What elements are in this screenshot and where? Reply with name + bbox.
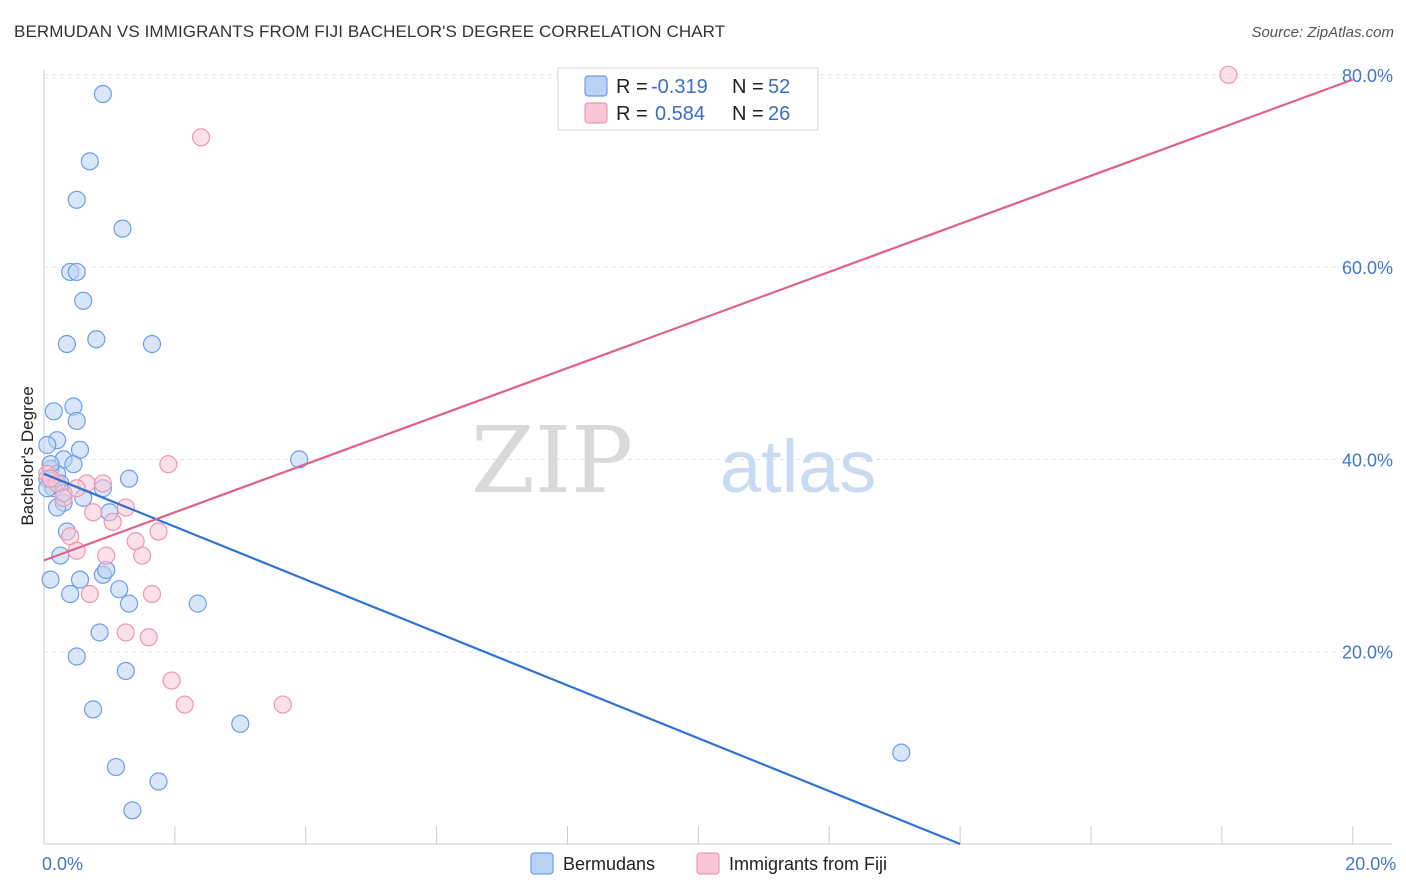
fiji-trend-line bbox=[43, 78, 1354, 562]
y-tick-label-2: 60.0% bbox=[1342, 258, 1393, 278]
y-tick-label-3: 80.0% bbox=[1342, 66, 1393, 86]
legend-r-value-2: 0.584 bbox=[655, 103, 705, 125]
bermudans-point-35 bbox=[110, 580, 129, 599]
bermudans-point-12 bbox=[67, 411, 86, 431]
watermark-zip: ZIP bbox=[471, 407, 633, 514]
bermudans-trend-line bbox=[43, 472, 961, 846]
fiji-point-2 bbox=[159, 455, 178, 474]
grid-lines bbox=[44, 74, 1392, 653]
legend-swatch-bermudans bbox=[584, 75, 608, 97]
y-axis-title: Bachelor's Degree bbox=[18, 386, 37, 525]
bermudans-point-11 bbox=[44, 402, 63, 421]
fiji-point-15 bbox=[97, 546, 116, 565]
legend-swatch-fiji bbox=[584, 102, 608, 124]
legend-n-label-1: N = bbox=[732, 76, 764, 98]
series-legend: Bermudans Immigrants from Fiji bbox=[530, 852, 887, 875]
bermudans-point-1 bbox=[80, 152, 99, 171]
fiji-point-16 bbox=[133, 546, 152, 565]
bottom-legend-label-fiji: Immigrants from Fiji bbox=[729, 854, 887, 874]
bermudans-point-37 bbox=[188, 594, 207, 613]
fiji-point-9 bbox=[83, 503, 103, 522]
x-tick-label-1: 20.0% bbox=[1345, 854, 1396, 874]
bermudans-point-43 bbox=[231, 714, 250, 733]
legend-r-label-2: R = bbox=[616, 103, 648, 125]
fiji-point-10 bbox=[103, 512, 122, 532]
bottom-legend-swatch-fiji bbox=[696, 852, 720, 875]
legend-r-value-1: -0.319 bbox=[651, 76, 708, 98]
fiji-point-1 bbox=[191, 128, 211, 147]
bermudans-point-15 bbox=[38, 435, 57, 455]
bottom-legend-swatch-bermudans bbox=[530, 852, 554, 875]
fiji-point-22 bbox=[175, 695, 194, 714]
bermudans-point-33 bbox=[41, 570, 60, 589]
tick-labels: 20.0% 40.0% 60.0% 80.0% 0.0% 20.0% bbox=[42, 66, 1396, 874]
bermudans-point-48 bbox=[290, 450, 309, 469]
fiji-point-11 bbox=[149, 522, 168, 541]
watermark-atlas: atlas bbox=[720, 425, 876, 508]
bermudans-point-5 bbox=[67, 262, 86, 282]
bermudans-point-2 bbox=[67, 190, 86, 209]
bermudans-point-9 bbox=[142, 334, 162, 354]
bermudans-point-45 bbox=[149, 772, 168, 791]
bottom-legend-label-bermudans: Bermudans bbox=[563, 854, 655, 874]
fiji-point-19 bbox=[116, 623, 135, 642]
bermudans-point-47 bbox=[892, 743, 911, 762]
bermudans-point-39 bbox=[90, 623, 109, 642]
fiji-point-18 bbox=[142, 584, 162, 604]
bermudans-point-0 bbox=[93, 84, 112, 104]
watermark: ZIP atlas bbox=[471, 407, 876, 514]
chart-title: BERMUDAN VS IMMIGRANTS FROM FIJI BACHELO… bbox=[14, 22, 726, 41]
source-note: Source: ZipAtlas.com bbox=[1251, 24, 1394, 41]
fiji-point-20 bbox=[139, 628, 158, 647]
legend-r-label-1: R = bbox=[616, 76, 648, 98]
data-points bbox=[38, 65, 1238, 820]
bermudans-point-34 bbox=[70, 570, 90, 589]
x-tick-label-0: 0.0% bbox=[42, 854, 83, 874]
bermudans-point-44 bbox=[106, 757, 126, 777]
bermudans-point-17 bbox=[64, 455, 83, 474]
trend-lines bbox=[43, 78, 1354, 846]
fiji-point-23 bbox=[273, 695, 292, 714]
fiji-point-6 bbox=[93, 474, 112, 493]
bermudans-point-22 bbox=[119, 469, 139, 488]
legend-n-value-1: 52 bbox=[768, 76, 790, 98]
bermudans-point-8 bbox=[87, 330, 106, 349]
bermudans-point-30 bbox=[51, 546, 70, 565]
bermudans-point-3 bbox=[113, 219, 132, 238]
bermudans-point-42 bbox=[83, 700, 103, 719]
bermudans-point-38 bbox=[119, 594, 139, 613]
legend-n-value-2: 26 bbox=[768, 103, 790, 125]
y-tick-label-0: 20.0% bbox=[1342, 643, 1393, 663]
fiji-point-0 bbox=[1219, 65, 1238, 84]
axes bbox=[43, 70, 1392, 845]
fiji-point-8 bbox=[54, 488, 73, 507]
bermudans-point-41 bbox=[116, 661, 135, 681]
bermudans-point-7 bbox=[57, 334, 77, 354]
correlation-legend: R = -0.319 N = 52 R = 0.584 N = 26 bbox=[557, 67, 819, 131]
legend-n-label-2: N = bbox=[732, 103, 764, 125]
bermudans-point-36 bbox=[61, 584, 80, 604]
fiji-point-21 bbox=[162, 671, 181, 690]
fiji-point-25 bbox=[67, 479, 86, 498]
bermudans-point-46 bbox=[123, 801, 142, 820]
y-tick-label-1: 40.0% bbox=[1342, 450, 1393, 470]
fiji-point-17 bbox=[80, 584, 99, 604]
bermudans-point-40 bbox=[67, 647, 86, 666]
bermudans-point-6 bbox=[74, 291, 93, 310]
